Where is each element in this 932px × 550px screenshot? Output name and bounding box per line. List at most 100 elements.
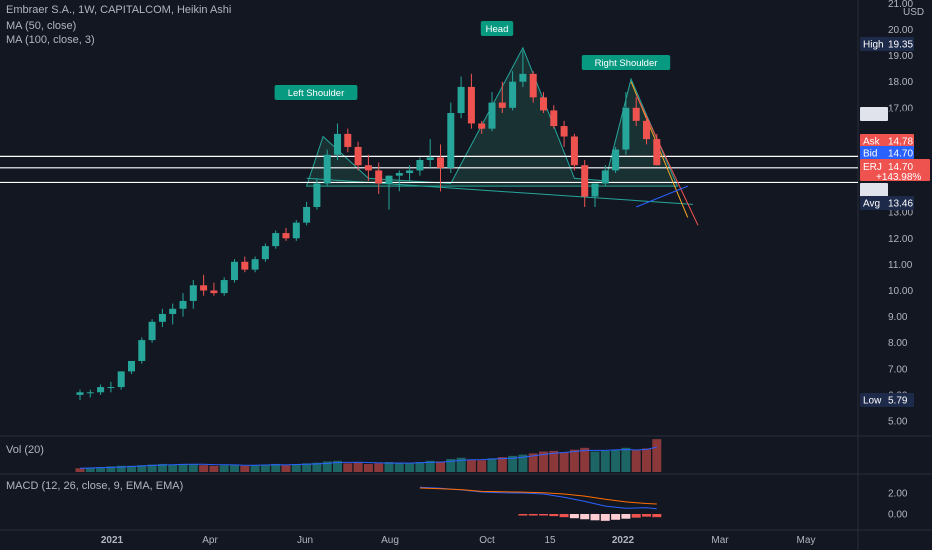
volume-bar: [260, 464, 270, 472]
candle-body: [457, 86, 465, 114]
candle-body: [76, 392, 84, 395]
price-tag-lower: 14.14: [860, 183, 913, 197]
time-tick-label: Jun: [297, 535, 313, 546]
price-tag-value: 14.70: [888, 149, 913, 160]
macd-histogram-bar: [539, 514, 548, 516]
volume-bar: [621, 447, 631, 472]
candle-body: [426, 157, 434, 160]
macd-signal-line: [419, 487, 657, 505]
volume-bar: [199, 465, 209, 472]
price-tick-label: 5.00: [888, 417, 908, 428]
price-tag-value: 19.35: [888, 40, 913, 51]
price-tag-low: Low 5.79: [860, 393, 914, 407]
candle-body: [364, 165, 372, 171]
time-tick-label: Aug: [381, 535, 399, 546]
candle-body: [591, 183, 599, 197]
candle-body: [550, 110, 558, 127]
volume-bar: [157, 463, 167, 472]
volume-bar: [322, 461, 332, 472]
price-tag-value: 15.92: [888, 110, 913, 121]
candle-body: [643, 120, 650, 140]
volume-bar: [642, 448, 651, 472]
volume-bar: [559, 452, 569, 472]
volume-bar: [75, 468, 85, 472]
candle-body: [210, 290, 218, 294]
candle-body: [375, 170, 383, 184]
price-tag-box: [860, 134, 914, 148]
volume-bar: [137, 465, 147, 472]
volume-bar: [446, 458, 456, 472]
volume-bar: [219, 465, 229, 472]
candle-body: [241, 261, 249, 270]
pattern-label-box: [581, 55, 671, 70]
candle-body: [138, 340, 146, 361]
candle-body: [447, 113, 455, 168]
volume-bar: [528, 453, 538, 472]
candle-body: [509, 81, 517, 108]
price-tick-label: 9.00: [888, 312, 908, 323]
candle-body: [406, 170, 414, 174]
ma100-legend[interactable]: MA (100, close, 3): [6, 34, 95, 46]
volume-bar: [456, 457, 466, 472]
price-tag-label: Low: [863, 396, 882, 407]
candle-body: [200, 285, 208, 291]
candle-body: [282, 233, 290, 239]
price-tag-box: [860, 196, 914, 210]
candle-body: [117, 371, 125, 388]
volume-bar: [611, 449, 621, 472]
price-tick-label: 20.00: [888, 25, 913, 36]
price-tag-erj: ERJ 14.70+143.98%: [860, 159, 930, 183]
price-tag-value: 14.70: [888, 162, 913, 173]
macd-legend[interactable]: MACD (12, 26, close, 9, EMA, EMA): [6, 480, 184, 492]
price-tag-upper: 15.92: [860, 107, 913, 121]
currency-label: USD: [903, 7, 924, 18]
candle-body: [498, 102, 506, 108]
macd-histogram-bar: [611, 514, 621, 520]
macd-histogram-bar: [590, 514, 600, 521]
pattern-label-box: [274, 85, 358, 100]
chart-title: Embraer S.A., 1W, CAPITALCOM, Heikin Ash…: [6, 4, 232, 16]
candle-body: [478, 123, 486, 129]
volume-bar: [384, 462, 394, 472]
candle-body: [128, 360, 135, 372]
candle-body: [416, 160, 424, 171]
volume-bar: [487, 458, 497, 472]
price-tag-value: 5.79: [888, 396, 908, 407]
time-tick-label: Mar: [711, 535, 729, 546]
volume-bar: [590, 451, 600, 472]
price-tag-high: High 19.35: [860, 37, 914, 51]
candle-body: [385, 175, 393, 184]
price-tag-label: Bid: [863, 149, 877, 160]
volume-bar: [188, 463, 198, 472]
volume-bar: [363, 463, 373, 472]
macd-histogram-bar: [559, 514, 569, 518]
volume-bar: [116, 465, 126, 472]
macd-histogram-bar: [518, 514, 528, 516]
volume-bar: [631, 450, 641, 472]
volume-bar: [477, 460, 487, 472]
volume-bar: [508, 455, 518, 472]
price-tag-box: [860, 107, 888, 121]
time-tick-label: 2022: [612, 535, 635, 546]
volume-bar: [96, 467, 106, 472]
candle-body: [570, 136, 578, 166]
ma50-legend[interactable]: MA (50, close): [6, 20, 77, 32]
volume-legend[interactable]: Vol (20): [6, 444, 44, 456]
pattern-label-text: Left Shoulder: [288, 88, 345, 99]
price-tag-label: High: [863, 40, 884, 51]
candle-body: [395, 173, 403, 176]
candle-body: [313, 183, 321, 207]
candle-body: [272, 233, 280, 247]
macd-histogram-bar: [631, 514, 641, 518]
price-tag-avg: Avg 13.46: [860, 196, 914, 210]
volume-bar: [281, 465, 291, 472]
candle-body: [107, 387, 115, 389]
time-tick-label: Apr: [202, 535, 218, 546]
volume-bar: [374, 463, 384, 472]
candle-body: [529, 73, 537, 98]
price-tick-label: 17.00: [888, 103, 913, 114]
volume-bar: [549, 450, 559, 472]
candle-body: [334, 133, 341, 155]
pattern-label-left-shoulder: Left Shoulder: [274, 85, 358, 100]
